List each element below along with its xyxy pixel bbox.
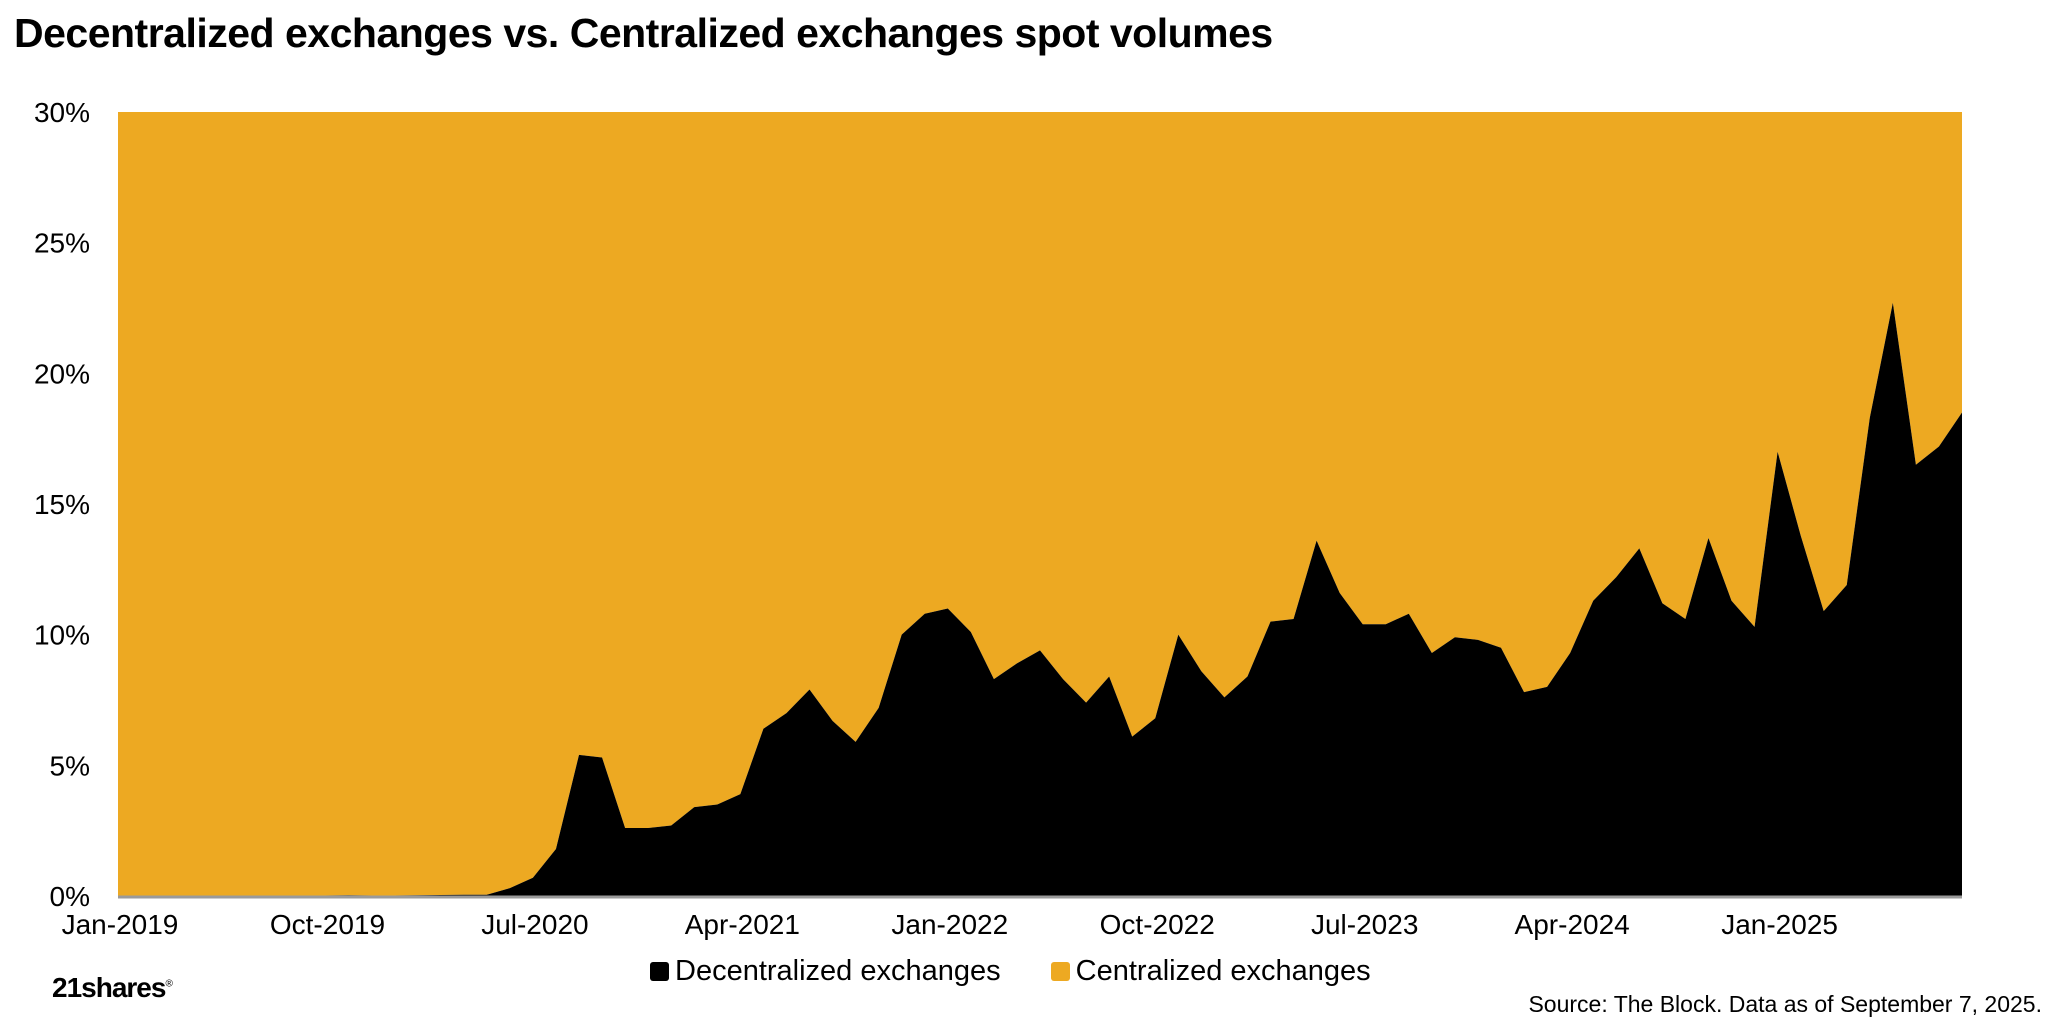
axes: 0% 5% 10% 15% 20% 25% 30% Jan-2019 Oct-2019 Jul-2… [34, 97, 1962, 940]
x-tick-label: Jan-2022 [891, 909, 1008, 940]
legend-item-cex: Centralized exchanges [1050, 955, 1371, 988]
series-area-centralized-exchanges [118, 112, 1962, 896]
chart-title: Decentralized exchanges vs. Centralized … [14, 10, 1273, 56]
y-tick-label: 5% [50, 750, 90, 781]
x-tick-label: Jul-2020 [481, 909, 588, 940]
y-tick-label: 25% [34, 228, 90, 259]
source-note: Source: The Block. Data as of September … [1528, 991, 2042, 1017]
plot-area [118, 112, 1962, 897]
brand-logo: 21shares® [52, 972, 173, 1003]
series-area-decentralized-exchanges [118, 302, 1962, 897]
x-tick-label: Apr-2024 [1515, 909, 1630, 940]
x-tick-label: Jan-2019 [62, 909, 179, 940]
legend-label-dex: Decentralized exchanges [675, 955, 1001, 987]
x-tick-label: Oct-2019 [270, 909, 385, 940]
legend-label-cex: Centralized exchanges [1075, 955, 1371, 987]
y-tick-label: 10% [34, 620, 90, 651]
legend-swatch-dex [650, 962, 669, 981]
y-tick-label: 30% [34, 97, 90, 128]
y-tick-label: 15% [34, 489, 90, 520]
y-tick-label: 20% [34, 358, 90, 389]
legend-item-dex: Decentralized exchanges [650, 955, 1001, 988]
legend: Decentralized exchanges Centralized exch… [650, 955, 1371, 988]
legend-swatch-cex [1050, 962, 1070, 981]
x-tick-label: Jan-2025 [1721, 909, 1838, 940]
x-tick-label: Apr-2021 [685, 909, 800, 940]
x-tick-label: Jul-2023 [1311, 909, 1418, 940]
x-tick-label: Oct-2022 [1100, 909, 1215, 940]
y-tick-label: 0% [50, 881, 90, 912]
